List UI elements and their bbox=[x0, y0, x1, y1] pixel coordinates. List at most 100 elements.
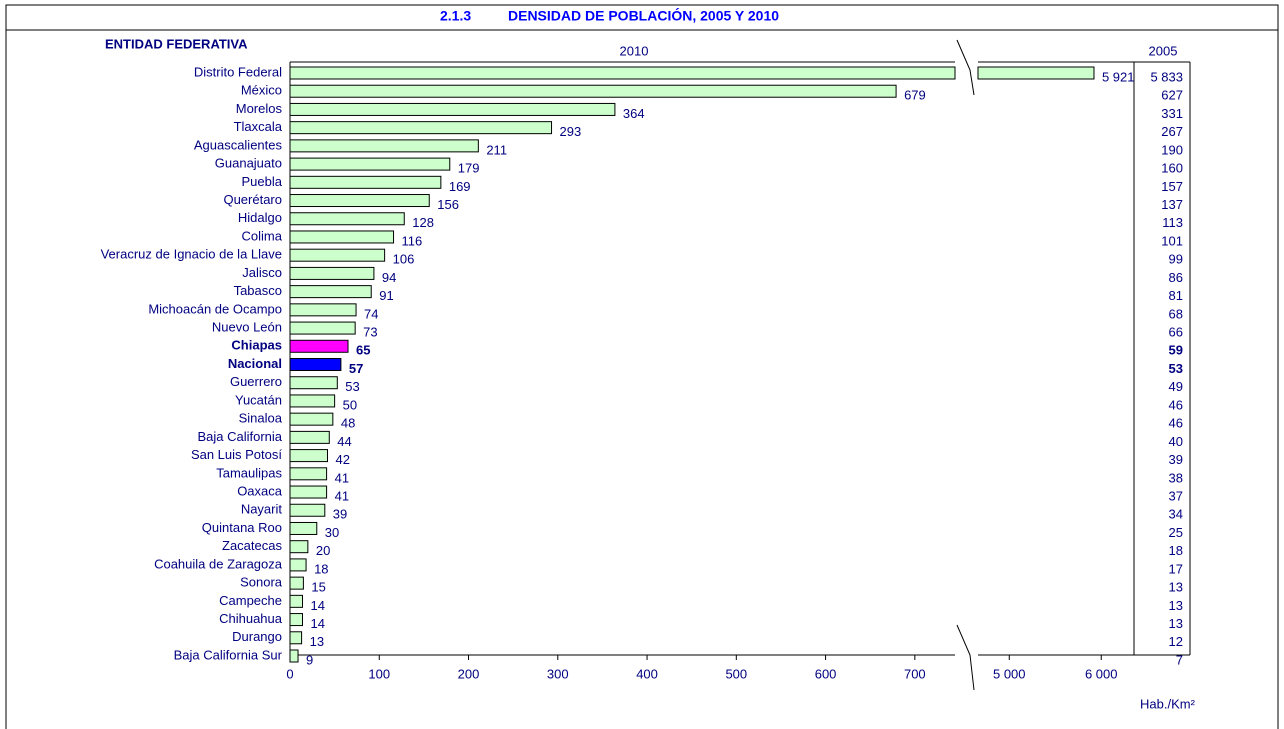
value-label-2005: 101 bbox=[1161, 233, 1183, 248]
value-label-2005: 5 833 bbox=[1150, 69, 1183, 84]
bar bbox=[289, 84, 897, 98]
bar bbox=[289, 449, 328, 463]
value-label-2005: 46 bbox=[1169, 397, 1183, 412]
bar bbox=[977, 66, 1095, 80]
y-tick-label: Nacional bbox=[228, 356, 282, 371]
bar bbox=[289, 102, 616, 116]
bar bbox=[289, 485, 328, 499]
value-label: 293 bbox=[560, 124, 582, 139]
bar bbox=[289, 576, 304, 590]
x-tick-label: 6 000 bbox=[1085, 666, 1118, 681]
value-label-2005: 86 bbox=[1169, 270, 1183, 285]
y-tick-label: Guerrero bbox=[230, 374, 282, 389]
value-label: 91 bbox=[379, 288, 393, 303]
y-tick-label: Veracruz de Ignacio de la Llave bbox=[101, 247, 282, 262]
bar bbox=[289, 248, 386, 262]
value-label: 156 bbox=[437, 197, 459, 212]
value-label-2005: 68 bbox=[1169, 306, 1183, 321]
value-label-2005: 46 bbox=[1169, 416, 1183, 431]
x-axis-title: Hab./Km² bbox=[1140, 696, 1196, 711]
y-tick-label: Sinaloa bbox=[239, 411, 283, 426]
bar bbox=[289, 412, 334, 426]
y-tick-label: Yucatán bbox=[235, 392, 282, 407]
y-axis-title: ENTIDAD FEDERATIVA bbox=[105, 36, 248, 51]
bar bbox=[289, 194, 430, 208]
value-label: 211 bbox=[486, 142, 507, 157]
value-label-2005: 59 bbox=[1169, 343, 1183, 358]
y-tick-label: Tlaxcala bbox=[234, 119, 283, 134]
y-tick-label: Guanajuato bbox=[215, 156, 282, 171]
bar bbox=[289, 521, 318, 535]
value-label: 18 bbox=[314, 561, 328, 576]
value-label-2005: 190 bbox=[1161, 142, 1183, 157]
bar bbox=[289, 540, 309, 554]
bar bbox=[289, 212, 405, 226]
value-label: 48 bbox=[341, 416, 355, 431]
bar bbox=[289, 339, 349, 353]
value-label-2005: 40 bbox=[1169, 434, 1183, 449]
y-tick-label: Distrito Federal bbox=[194, 64, 282, 79]
value-label: 57 bbox=[349, 361, 363, 376]
value-label-2005: 99 bbox=[1169, 252, 1183, 267]
value-label: 42 bbox=[335, 452, 349, 467]
y-tick-label: Nayarit bbox=[241, 502, 283, 517]
bar bbox=[289, 594, 303, 608]
bar bbox=[289, 394, 336, 408]
y-tick-label: Nuevo León bbox=[212, 320, 282, 335]
value-label: 30 bbox=[325, 525, 339, 540]
value-label: 44 bbox=[337, 434, 351, 449]
bar bbox=[289, 285, 372, 299]
y-tick-label: San Luis Potosí bbox=[191, 447, 282, 462]
value-label-2005: 53 bbox=[1169, 361, 1183, 376]
y-tick-label: Michoacán de Ocampo bbox=[148, 301, 282, 316]
value-label: 53 bbox=[345, 379, 359, 394]
y-tick-label: Tamaulipas bbox=[216, 465, 282, 480]
bar bbox=[289, 631, 303, 645]
bar bbox=[289, 376, 338, 390]
value-label: 364 bbox=[623, 106, 645, 121]
value-label: 116 bbox=[402, 233, 423, 248]
bar bbox=[289, 175, 442, 189]
bar bbox=[289, 121, 553, 135]
x-tick-label: 700 bbox=[904, 666, 926, 681]
x-tick-label: 500 bbox=[725, 666, 747, 681]
value-label-2005: 7 bbox=[1176, 652, 1183, 667]
value-label-2005: 66 bbox=[1169, 325, 1183, 340]
y-tick-label: Hidalgo bbox=[238, 210, 282, 225]
y-tick-label: Oaxaca bbox=[237, 483, 283, 498]
value-label: 14 bbox=[310, 598, 324, 613]
bar bbox=[289, 139, 479, 153]
value-label: 179 bbox=[458, 161, 480, 176]
value-label: 9 bbox=[306, 652, 313, 667]
x-tick-label: 5 000 bbox=[993, 666, 1026, 681]
value-label-2005: 13 bbox=[1169, 580, 1183, 595]
value-label: 65 bbox=[356, 343, 370, 358]
y-tick-label: Sonora bbox=[240, 575, 283, 590]
value-label-2005: 18 bbox=[1169, 543, 1183, 558]
series-header: 2005 bbox=[1149, 43, 1178, 58]
value-label-2005: 627 bbox=[1161, 88, 1183, 103]
x-tick-label: 400 bbox=[636, 666, 658, 681]
value-label: 13 bbox=[310, 634, 324, 649]
y-tick-label: México bbox=[241, 83, 282, 98]
bar bbox=[289, 613, 303, 627]
value-label: 39 bbox=[333, 507, 347, 522]
value-label-2005: 331 bbox=[1161, 106, 1183, 121]
x-tick-label: 100 bbox=[368, 666, 390, 681]
x-tick-label: 200 bbox=[458, 666, 480, 681]
y-tick-label: Zacatecas bbox=[222, 538, 282, 553]
chart-title: DENSIDAD DE POBLACIÓN, 2005 Y 2010 bbox=[508, 7, 779, 24]
value-label: 14 bbox=[310, 616, 324, 631]
value-label-2005: 49 bbox=[1169, 379, 1183, 394]
value-label: 41 bbox=[335, 488, 349, 503]
bar bbox=[289, 303, 357, 317]
value-label: 106 bbox=[393, 252, 415, 267]
y-tick-label: Morelos bbox=[236, 101, 283, 116]
y-tick-label: Baja California bbox=[197, 429, 282, 444]
y-tick-label: Quintana Roo bbox=[202, 520, 282, 535]
value-label-2005: 157 bbox=[1161, 179, 1183, 194]
axis-break bbox=[956, 39, 975, 96]
value-label-2005: 38 bbox=[1169, 470, 1183, 485]
value-label-2005: 81 bbox=[1169, 288, 1183, 303]
